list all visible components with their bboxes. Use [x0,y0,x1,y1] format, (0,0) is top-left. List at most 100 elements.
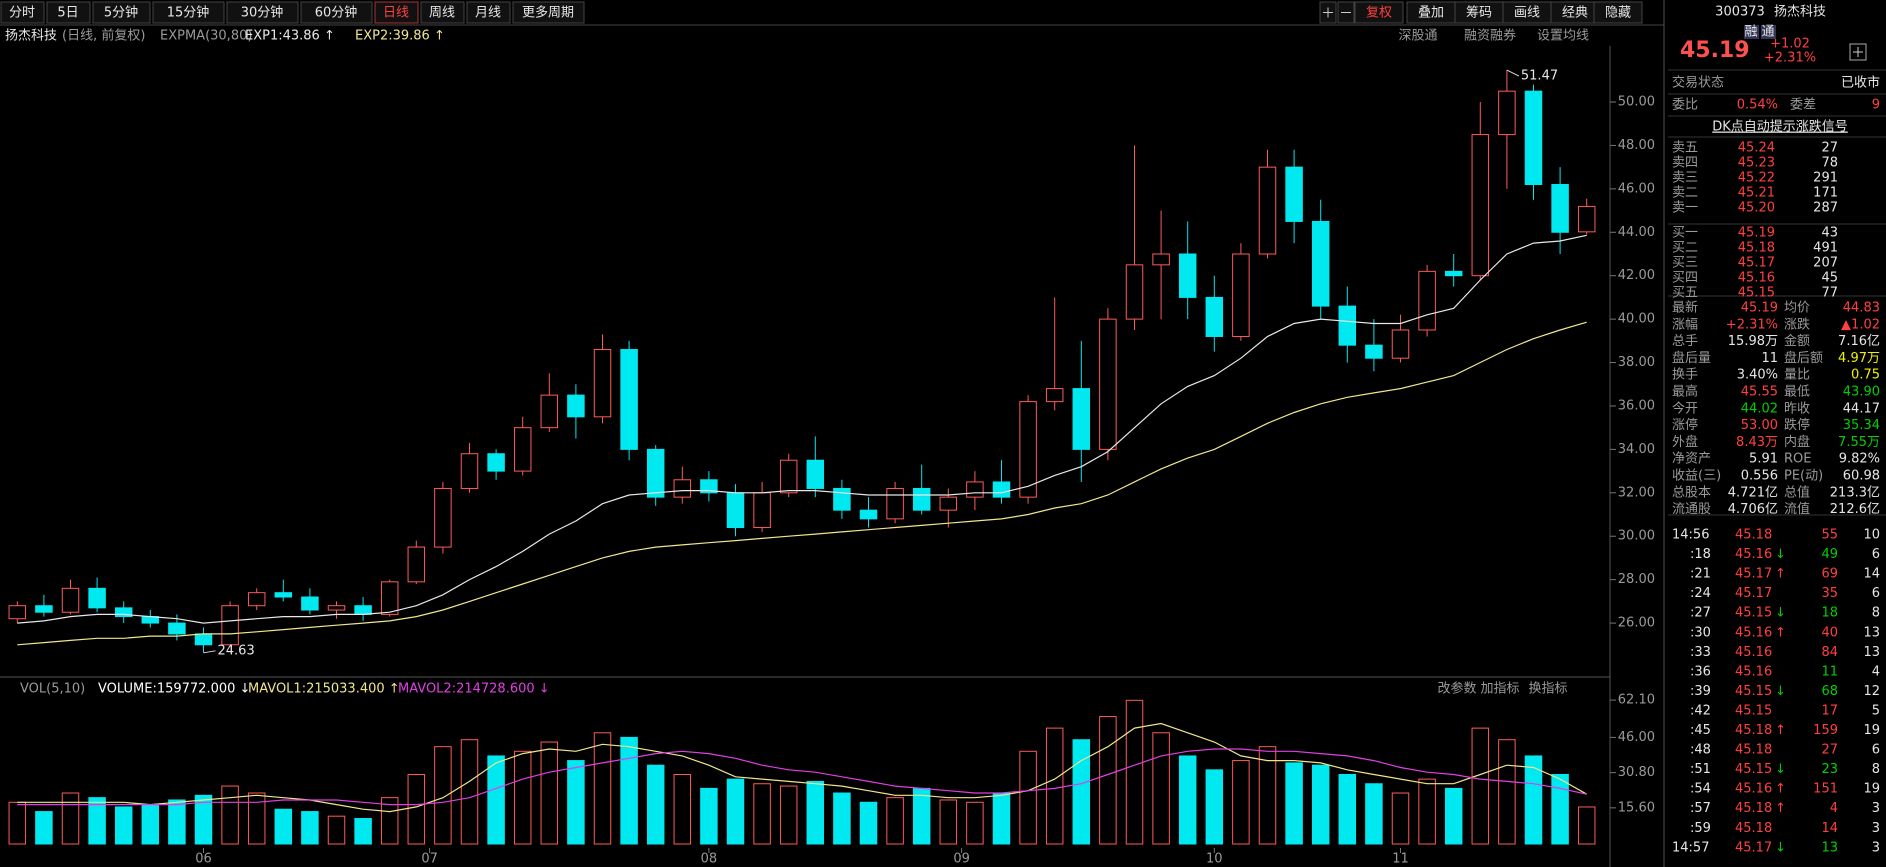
volume-bar [806,780,825,845]
period-button[interactable] [466,1,511,24]
volume-bar [61,792,80,845]
candle-body [966,481,984,498]
candle-body [1205,296,1224,337]
tool-label[interactable]: 画线 [1514,6,1540,21]
period-label[interactable]: 更多周期 [522,5,574,21]
stat-value: 3.40% [1737,368,1778,383]
stat-value: 4.721亿 [1728,485,1778,500]
candle-body [886,487,904,520]
period-label[interactable]: 5日 [57,6,78,21]
stat-value: 4.706亿 [1728,502,1778,517]
tool-label[interactable]: 复权 [1366,5,1392,21]
period-button[interactable] [374,1,419,24]
book-price: 45.22 [1738,171,1775,186]
chart-subtitle: (日线, 前复权) [62,28,145,44]
volume-bar [1258,746,1277,845]
period-button[interactable] [152,1,225,24]
tick-time: :33 [1690,645,1711,660]
candle-body [593,349,612,418]
candle-body [753,492,771,529]
candle-body [939,496,958,511]
chart-link[interactable]: 加指标 [1480,682,1519,697]
price-pct: +2.31% [1764,51,1816,66]
tool-label[interactable]: 隐藏 [1605,6,1631,21]
volume-bar [540,741,559,845]
volume-bar [1072,739,1091,845]
signal-link[interactable]: DK点自动提示涨跌信号 [1712,119,1848,135]
volume-bar [912,787,931,845]
volume-bar [1019,750,1037,845]
book-label: 买一 [1672,226,1698,241]
tick-arrow: ↓ [1775,762,1786,777]
period-label[interactable]: 周线 [429,6,455,21]
tool-label[interactable]: 筹码 [1466,5,1492,21]
book-volume: 171 [1813,186,1838,201]
period-label[interactable]: 日线 [383,6,409,21]
stat-value: 45.55 [1741,385,1778,400]
tool-label[interactable]: 叠加 [1418,6,1444,21]
badge [1761,25,1776,39]
stock-name: 扬杰科技 [1774,5,1826,20]
book-label: 买五 [1672,286,1698,301]
tick-count: 10 [1863,528,1880,543]
tool-button[interactable] [1593,1,1643,24]
period-button[interactable] [226,1,299,24]
stat-value: 44.02 [1741,401,1778,416]
chart-link[interactable]: 改参数 [1437,681,1476,697]
period-label[interactable]: 分时 [9,6,35,21]
candle-body [833,487,851,511]
period-button[interactable] [420,1,465,24]
chart-link[interactable]: 设置均线 [1537,29,1589,44]
tool-button[interactable] [1354,1,1404,24]
chart-link[interactable]: 深股通 [1398,29,1437,44]
stat-label: 净资产 [1672,452,1711,467]
tick-count: 3 [1872,821,1880,836]
period-button[interactable] [92,1,151,24]
volume-bar [939,799,958,845]
tick-price: 45.16 [1735,625,1772,640]
candle-body [513,427,532,472]
candle-body [1338,305,1357,346]
tick-price: 45.18 [1735,743,1772,758]
period-label[interactable]: 5分钟 [104,5,138,21]
stat-value: 213.3亿 [1830,485,1880,500]
stat-label: ROE [1784,452,1811,467]
period-label[interactable]: 60分钟 [315,5,358,21]
tick-count: 12 [1863,684,1880,699]
period-button[interactable] [46,1,91,24]
tick-price: 45.18 [1735,801,1772,816]
candle-body [434,487,452,548]
y-tick-label: 28.00 [1618,572,1655,587]
volume-bar [114,806,133,845]
stat-label: 收益(三) [1672,469,1721,484]
candle-body [620,349,638,450]
tick-time: :30 [1690,625,1711,640]
stat-value: 44.83 [1843,301,1880,316]
candle-body [1391,329,1410,359]
last-price: 45.19 [1680,38,1750,63]
book-volume: 77 [1821,286,1838,301]
candle-body [1577,205,1596,233]
y-tick-label: 44.00 [1618,225,1655,240]
candle-body [8,605,27,620]
tool-label[interactable]: 经典 [1562,6,1588,21]
x-tick-label: 07 [421,852,438,867]
period-button[interactable] [0,1,45,24]
volume-bar [380,797,399,845]
tick-count: 5 [1872,703,1880,718]
add-button[interactable] [1849,43,1867,61]
chart-link[interactable]: 换指标 [1528,682,1567,697]
period-label[interactable]: 30分钟 [241,5,284,21]
period-button[interactable] [512,1,585,24]
book-label: 买四 [1672,271,1698,286]
book-label: 卖一 [1672,201,1698,216]
period-label[interactable]: 月线 [475,6,501,21]
period-button[interactable] [300,1,373,24]
badge-label: 融 [1744,25,1757,40]
candle-body [1152,253,1170,266]
period-label[interactable]: 15分钟 [167,5,210,21]
chart-link[interactable]: 融资融券 [1464,28,1516,44]
candle-body [487,453,505,472]
